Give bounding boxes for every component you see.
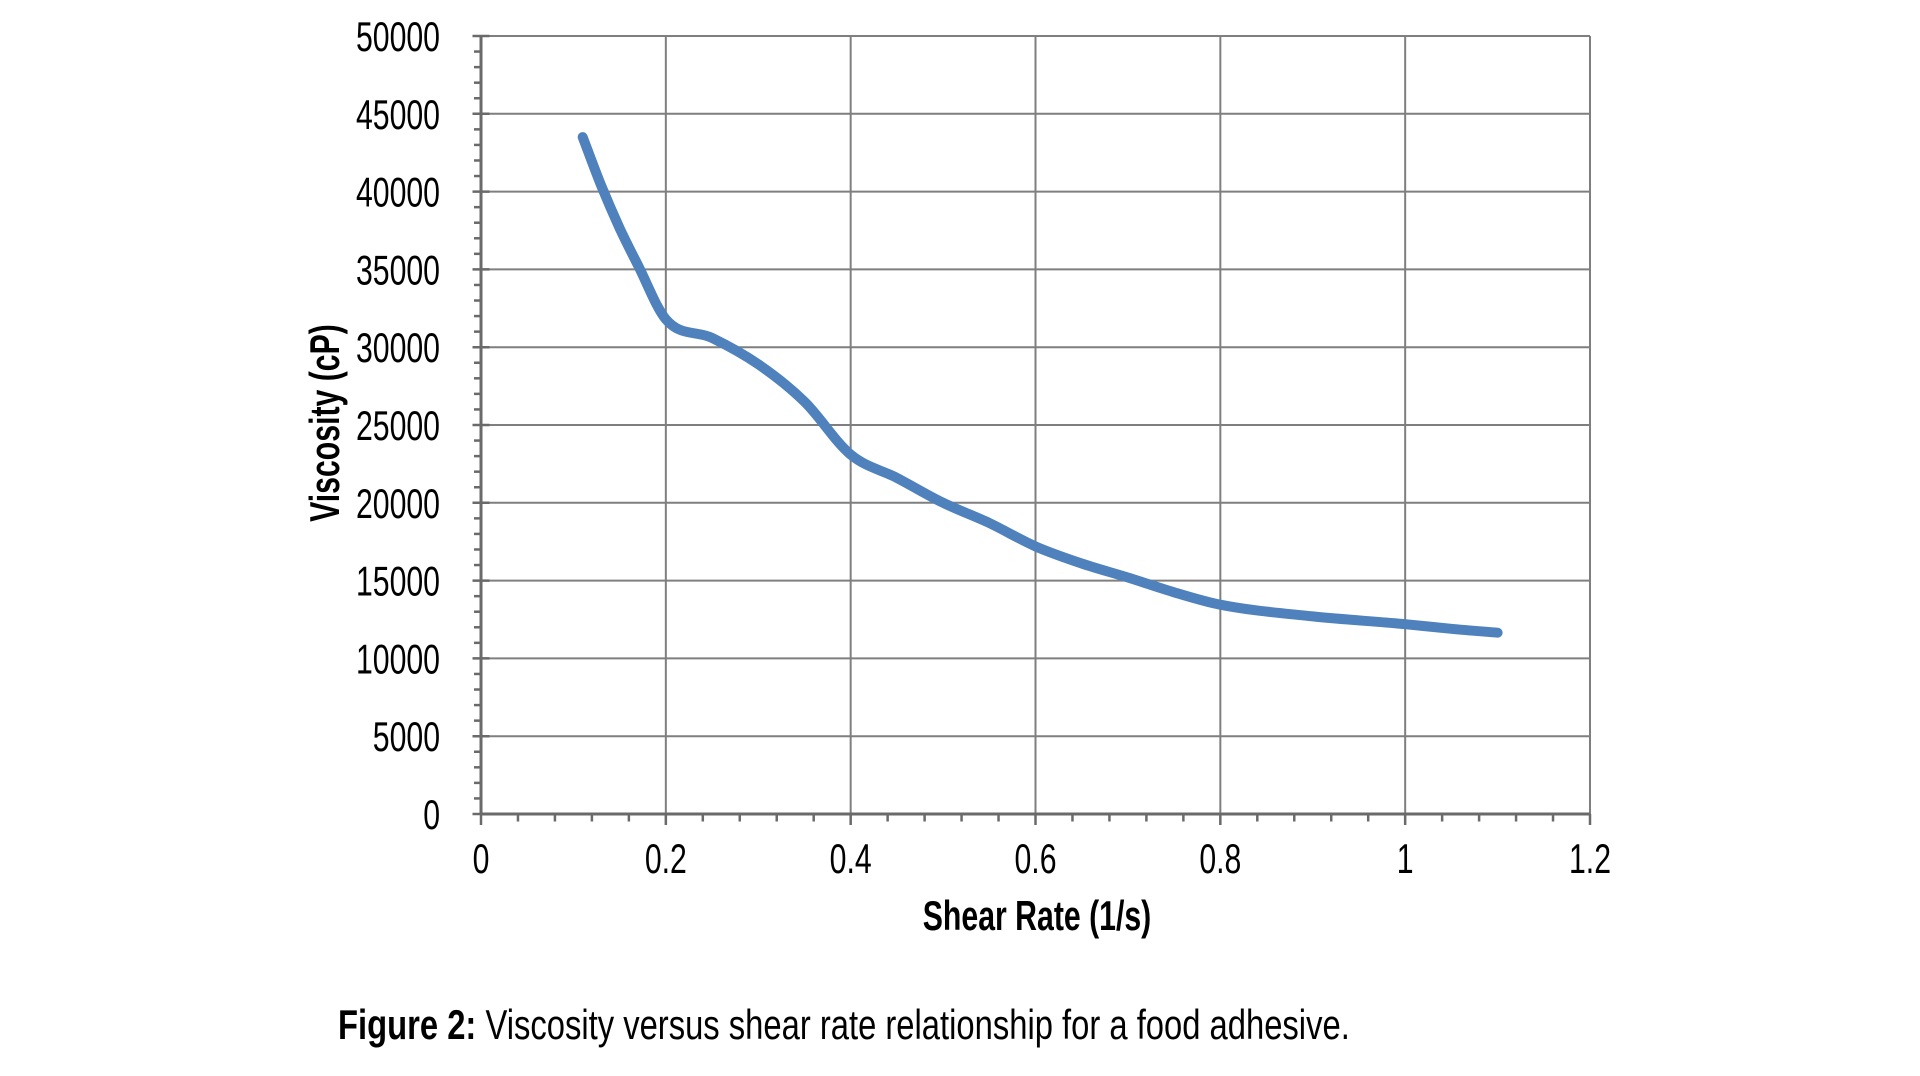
y-tick-label: 5000 bbox=[373, 713, 440, 760]
x-tick-label: 0.4 bbox=[830, 835, 872, 882]
y-tick-label: 20000 bbox=[356, 480, 440, 527]
x-tick-label: 0.6 bbox=[1014, 835, 1056, 882]
y-tick-label: 45000 bbox=[356, 91, 440, 138]
figure-caption: Figure 2: Viscosity versus shear rate re… bbox=[338, 1001, 1350, 1048]
figure-caption-label: Figure 2: bbox=[338, 1001, 477, 1048]
x-axis-title: Shear Rate (1/s) bbox=[923, 892, 1151, 939]
y-tick-label: 40000 bbox=[356, 169, 440, 216]
x-tick-label: 1 bbox=[1397, 835, 1414, 882]
y-axis-title: Viscosity (cP) bbox=[301, 324, 348, 522]
viscosity-curve bbox=[577, 132, 1503, 638]
y-tick-label: 15000 bbox=[356, 558, 440, 605]
y-tick-label: 35000 bbox=[356, 247, 440, 294]
x-tick-label: 1.2 bbox=[1569, 835, 1611, 882]
y-tick-label: 0 bbox=[423, 791, 440, 838]
tick-marks bbox=[472, 34, 1592, 825]
x-tick-label: 0.2 bbox=[645, 835, 687, 882]
y-tick-label: 30000 bbox=[356, 324, 440, 371]
gridlines bbox=[481, 35, 1591, 814]
y-tick-label: 50000 bbox=[356, 13, 440, 60]
y-tick-label: 10000 bbox=[356, 636, 440, 683]
y-tick-label: 25000 bbox=[356, 402, 440, 449]
figure-caption-text: Viscosity versus shear rate relationship… bbox=[476, 1001, 1350, 1048]
x-tick-label: 0 bbox=[473, 835, 490, 882]
x-tick-label: 0.8 bbox=[1199, 835, 1241, 882]
